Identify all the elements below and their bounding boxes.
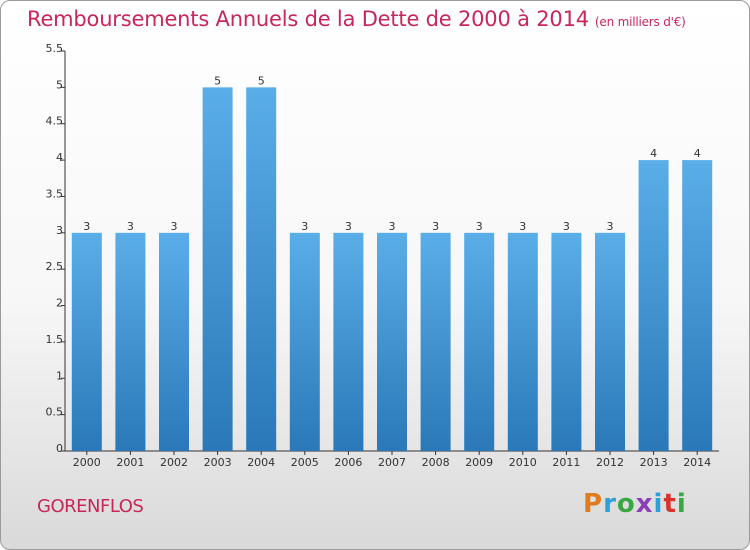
x-tick-label: 2006 [334, 456, 362, 469]
y-tick-label: 1 [56, 369, 63, 382]
x-tick-label: 2011 [552, 456, 580, 469]
y-tick-label: 0.5 [46, 406, 64, 419]
place-name: GORENFLOS [37, 496, 144, 517]
x-tick-label: 2003 [204, 456, 232, 469]
x-tick-label: 2009 [465, 456, 493, 469]
x-tick-label: 2004 [247, 456, 275, 469]
y-tick-label: 5.5 [46, 42, 64, 55]
chart-title-text: Remboursements Annuels de la Dette de 20… [27, 7, 589, 31]
data-label: 3 [519, 220, 526, 233]
x-tick-label: 2010 [509, 456, 537, 469]
bar [246, 87, 277, 451]
x-tick-label: 2000 [73, 456, 101, 469]
data-label: 3 [83, 220, 90, 233]
logo-letter: i [676, 489, 687, 519]
logo-letter: o [616, 489, 636, 519]
bar [159, 232, 189, 451]
data-label: 5 [258, 74, 265, 87]
data-label: 5 [214, 74, 221, 87]
y-tick-label: 1.5 [46, 333, 64, 346]
x-tick-label: 2001 [116, 456, 144, 469]
data-label: 3 [127, 220, 134, 233]
data-label: 3 [171, 220, 178, 233]
bar [377, 232, 407, 451]
logo-letter: i [653, 489, 664, 519]
logo-letter: r [603, 489, 617, 519]
bar [595, 232, 625, 451]
bar [682, 160, 713, 451]
data-label: 3 [389, 220, 396, 233]
data-label: 3 [607, 220, 614, 233]
data-label: 3 [563, 220, 570, 233]
bar [464, 232, 495, 451]
bar [507, 232, 538, 451]
x-tick-label: 2007 [378, 456, 406, 469]
bar [638, 160, 669, 451]
bar [289, 232, 320, 451]
logo-letter: P [583, 489, 604, 519]
x-tick-label: 2013 [640, 456, 668, 469]
bar [202, 87, 233, 451]
chart-title: Remboursements Annuels de la Dette de 20… [27, 7, 686, 31]
y-tick-label: 2.5 [46, 260, 64, 273]
bar [71, 232, 102, 451]
data-label: 4 [694, 147, 701, 160]
y-tick-label: 5 [56, 78, 63, 91]
x-tick-label: 2002 [160, 456, 188, 469]
x-tick-label: 2008 [422, 456, 450, 469]
chart-subtitle: (en milliers d'€) [594, 15, 686, 29]
bar [333, 232, 364, 451]
y-tick-label: 3.5 [46, 187, 64, 200]
y-tick-label: 4.5 [46, 115, 64, 128]
y-tick-label: 4 [56, 151, 63, 164]
x-tick-label: 2012 [596, 456, 624, 469]
logo-letter: t [663, 489, 677, 519]
bar [420, 232, 451, 451]
y-tick-label: 0 [56, 442, 63, 455]
y-tick-label: 3 [56, 224, 63, 237]
data-label: 3 [345, 220, 352, 233]
data-label: 4 [650, 147, 657, 160]
data-label: 3 [476, 220, 483, 233]
x-tick-label: 2014 [683, 456, 711, 469]
data-label: 3 [301, 220, 308, 233]
logo-letter: x [635, 489, 654, 519]
y-tick-label: 2 [56, 297, 63, 310]
proxiti-logo: Proxiti [583, 489, 687, 519]
bar [551, 232, 582, 451]
bar [115, 232, 146, 451]
data-label: 3 [432, 220, 439, 233]
x-tick-label: 2005 [291, 456, 319, 469]
